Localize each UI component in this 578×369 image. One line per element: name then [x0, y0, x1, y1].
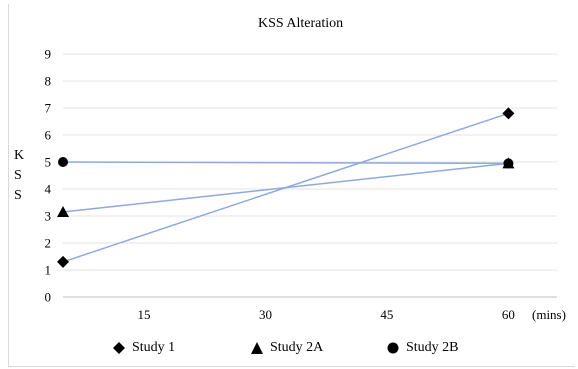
x-axis-label: (mins)	[532, 307, 566, 322]
legend-label: Study 2A	[270, 340, 324, 355]
y-tick-label: 7	[45, 101, 52, 116]
legend-triangle-marker	[251, 342, 263, 354]
x-tick-label: 30	[259, 307, 272, 322]
y-tick-label: 0	[45, 290, 52, 305]
data-point-circle	[58, 157, 68, 167]
series-line-2	[62, 162, 509, 213]
legend-circle-marker	[387, 342, 399, 354]
legend-item-study-1: Study 1	[112, 340, 175, 356]
legend-item-study-2b: Study 2B	[386, 340, 459, 356]
series-line-3	[62, 161, 509, 165]
y-tick-label: 1	[45, 263, 52, 278]
legend-label: Study 2B	[406, 340, 459, 355]
data-point-diamond	[57, 255, 69, 268]
legend-label: Study 1	[132, 340, 176, 355]
chart-legend: Study 1 Study 2A Study 2B	[0, 340, 578, 360]
y-axis-label-letter-1: K	[14, 148, 25, 163]
y-tick-label: 6	[45, 128, 52, 143]
chart-frame	[8, 4, 575, 367]
x-tick-label: 60	[502, 307, 515, 322]
y-tick-label: 3	[45, 209, 52, 224]
y-tick-label: 8	[45, 74, 52, 89]
y-axis-label-letter-2: S	[14, 168, 22, 183]
y-tick-label: 4	[45, 182, 52, 197]
x-tick-label: 15	[137, 307, 150, 322]
legend-diamond-marker	[113, 342, 125, 354]
data-point-triangle	[57, 205, 69, 217]
y-tick-label: 5	[45, 155, 52, 170]
legend-item-study-2a: Study 2A	[250, 340, 323, 356]
y-axis-label-letter-3: S	[14, 188, 22, 203]
y-tick-label: 9	[45, 47, 52, 62]
data-point-circle	[503, 158, 514, 169]
data-point-diamond	[502, 107, 515, 120]
chart-title: KSS Alteration	[258, 16, 344, 31]
y-tick-label: 2	[45, 236, 52, 251]
x-tick-label: 45	[380, 307, 393, 322]
